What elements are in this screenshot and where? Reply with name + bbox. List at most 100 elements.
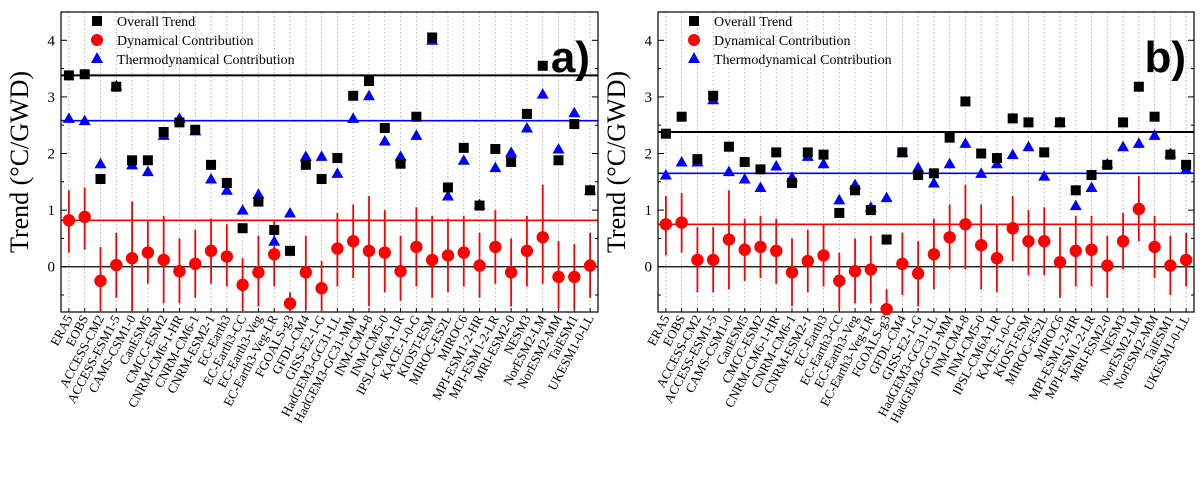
thermodynamical-point [78,114,91,126]
y-axis-label: Trend (°C/GWD) [602,71,631,253]
thermodynamical-point [489,161,502,173]
overall-trend-point [442,182,453,193]
thermodynamical-point [331,167,344,178]
thermodynamical-point [722,165,735,177]
overall-trend-point [660,128,671,139]
overall-trend-point [127,155,138,166]
overall-trend-point [802,147,813,158]
overall-trend-point [818,149,829,160]
dynamical-point [990,252,1004,265]
overall-trend-point [427,32,438,43]
overall-trend-point [1086,170,1097,181]
dynamical-point [1022,235,1035,248]
dynamical-point [1101,259,1114,272]
thermodynamical-point [362,89,375,101]
thermodynamical-point [441,189,454,201]
y-tick-label: 4 [48,33,56,49]
thermodynamical-point [833,193,846,205]
dynamical-point [268,248,281,261]
overall-trend-point [834,207,845,218]
overall-trend-point [1023,117,1034,128]
dynamical-point [378,246,391,259]
overall-trend-point [1165,149,1176,160]
y-tick-label: 2 [645,147,653,163]
dynamical-point [754,240,767,254]
legend-thermodynamical-label: Thermodynamical Contribution [714,53,892,68]
dynamical-point [1053,255,1067,269]
overall-trend-point [585,185,596,196]
overall-trend-point [771,147,782,158]
overall-trend-point [676,111,687,122]
dynamical-point [785,266,799,279]
overall-trend-point [63,70,74,81]
y-tick-label: 3 [48,90,56,106]
thermodynamical-point [94,157,107,169]
thermodynamical-point [1022,140,1035,152]
legend-thermodynamical-marker [688,52,700,63]
overall-trend-point [395,158,406,169]
dynamical-point [738,243,751,256]
thermodynamical-point [220,184,233,195]
dynamical-point [362,244,376,258]
dynamical-point [770,244,783,258]
dynamical-point [536,231,549,244]
thermodynamical-point [1085,181,1098,192]
legend-thermodynamical-marker [91,52,103,63]
plot-frame [60,11,599,313]
dynamical-point [848,265,862,278]
thermodynamical-point [315,150,328,161]
legend-thermodynamical-label: Thermodynamical Contribution [117,53,295,68]
thermodynamical-point [1132,137,1145,148]
overall-trend-point [300,159,311,170]
overall-trend-point [1070,185,1081,196]
thermodynamical-point [299,150,312,161]
legend-dynamical-label: Dynamical Contribution [714,34,850,49]
thermodynamical-point [141,165,154,177]
legend-overall-label: Overall Trend [117,15,195,30]
dynamical-point [864,263,878,276]
y-tick-label: 0 [48,260,56,276]
overall-trend-point [991,153,1002,164]
dynamical-point [252,266,265,279]
y-tick-label: 2 [48,147,56,163]
y-tick-label: 3 [645,90,653,106]
plot-frame [657,11,1195,313]
overall-trend-point [739,157,750,167]
overall-trend-point [521,108,532,119]
dynamical-point [959,218,972,231]
dynamical-point [1116,235,1130,248]
thermodynamical-point [927,176,940,188]
dynamical-point [1038,235,1051,248]
dynamical-point [974,239,988,252]
dynamical-point [425,253,439,267]
thermodynamical-point [959,137,972,148]
dynamical-point [141,246,155,259]
overall-trend-point [490,143,501,154]
dynamical-point [204,244,218,258]
overall-trend-point [269,224,280,235]
dynamical-point [1148,240,1161,254]
overall-trend-point [221,177,232,188]
overall-trend-point [458,142,469,153]
overall-trend-point [537,60,548,71]
overall-trend-point [95,173,106,184]
panel-label: b) [1144,33,1186,82]
overall-trend-point [1102,159,1113,170]
thermodynamical-point [252,188,265,199]
legend-overall-marker [689,16,699,26]
dynamical-point [299,266,313,279]
dynamical-point [943,231,956,244]
dynamical-point [315,282,328,295]
dynamical-point [94,274,107,288]
y-tick-label: 1 [645,203,653,219]
dynamical-point [1006,222,1019,235]
thermodynamical-point [1038,170,1051,181]
dynamical-point [1179,253,1193,267]
thermodynamical-point [675,156,688,167]
overall-trend-point [897,147,908,158]
overall-trend-point [111,81,122,92]
overall-trend-point [190,124,201,135]
overall-trend-point [474,200,485,211]
